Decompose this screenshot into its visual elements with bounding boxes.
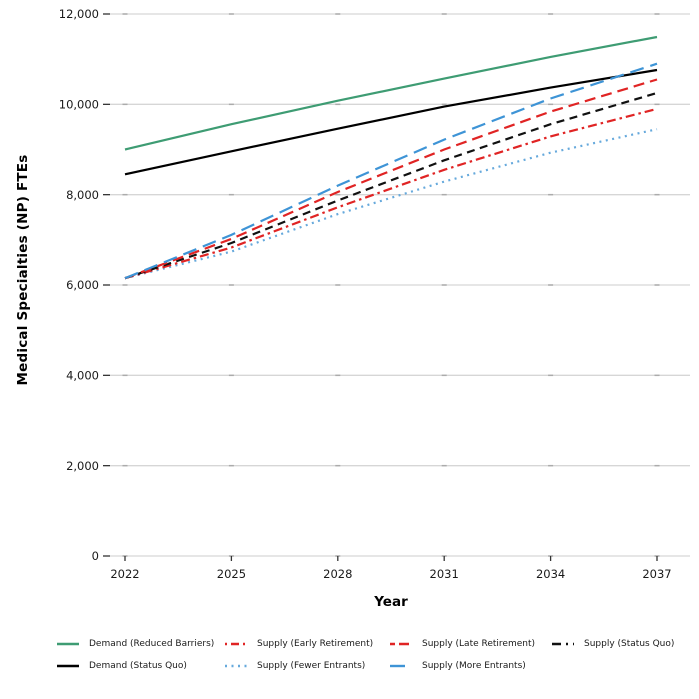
- legend-swatch-supply_status_quo: [552, 642, 574, 646]
- x-tick-label: 2034: [536, 567, 565, 581]
- x-tick-label: 2022: [110, 567, 139, 581]
- legend-label-supply_early_retirement: Supply (Early Retirement): [257, 639, 374, 649]
- legend-swatch-supply_fewer_entrants: [225, 664, 247, 668]
- legend-swatch-supply_early_retirement: [225, 642, 247, 646]
- series-line-supply_status_quo: [124, 91, 658, 280]
- series-line-demand_status_quo: [124, 68, 658, 176]
- y-axis-title: Medical Specialties (NP) FTEs: [15, 154, 31, 386]
- y-tick-label: 0: [92, 549, 99, 563]
- legend-item-supply_late_retirement: Supply (Late Retirement): [390, 638, 552, 650]
- chart-legend: Demand (Reduced Barriers) Supply (Early R…: [57, 633, 674, 677]
- legend-item-demand_status_quo: Demand (Status Quo): [57, 660, 225, 672]
- series-line-supply_early_retirement: [124, 107, 658, 280]
- y-tick-label: 10,000: [59, 98, 99, 112]
- series-line-supply_fewer_entrants: [124, 128, 658, 280]
- series-line-supply_late_retirement: [124, 78, 658, 280]
- legend-swatch-demand_reduced_barriers: [57, 642, 79, 646]
- x-tick-label: 2031: [430, 567, 459, 581]
- legend-swatch-demand_status_quo: [57, 664, 79, 668]
- legend-label-supply_late_retirement: Supply (Late Retirement): [422, 639, 536, 649]
- legend-label-supply_fewer_entrants: Supply (Fewer Entrants): [257, 661, 366, 671]
- legend-label-supply_more_entrants: Supply (More Entrants): [422, 661, 526, 671]
- y-tick-label: 8,000: [66, 188, 99, 202]
- y-tick-label: 6,000: [66, 278, 99, 292]
- legend-item-supply_fewer_entrants: Supply (Fewer Entrants): [225, 660, 390, 672]
- y-tick-label: 12,000: [59, 7, 99, 21]
- series-line-supply_more_entrants: [124, 62, 658, 280]
- x-tick-label: 2028: [323, 567, 352, 581]
- legend-item-demand_reduced_barriers: Demand (Reduced Barriers): [57, 638, 225, 650]
- x-axis-title: Year: [374, 594, 408, 610]
- y-tick-label: 2,000: [66, 459, 99, 473]
- legend-label-supply_status_quo: Supply (Status Quo): [584, 639, 675, 649]
- series-line-demand_reduced_barriers: [124, 35, 658, 151]
- x-tick-label: 2025: [217, 567, 246, 581]
- legend-label-demand_status_quo: Demand (Status Quo): [89, 661, 187, 671]
- x-tick-label: 2037: [642, 567, 671, 581]
- legend-label-demand_reduced_barriers: Demand (Reduced Barriers): [89, 639, 215, 649]
- legend-swatch-supply_late_retirement: [390, 642, 412, 646]
- legend-item-supply_status_quo: Supply (Status Quo): [552, 638, 674, 650]
- legend-swatch-supply_more_entrants: [390, 664, 412, 668]
- legend-item-supply_early_retirement: Supply (Early Retirement): [225, 638, 390, 650]
- y-tick-label: 4,000: [66, 369, 99, 383]
- legend-item-supply_more_entrants: Supply (More Entrants): [390, 660, 552, 672]
